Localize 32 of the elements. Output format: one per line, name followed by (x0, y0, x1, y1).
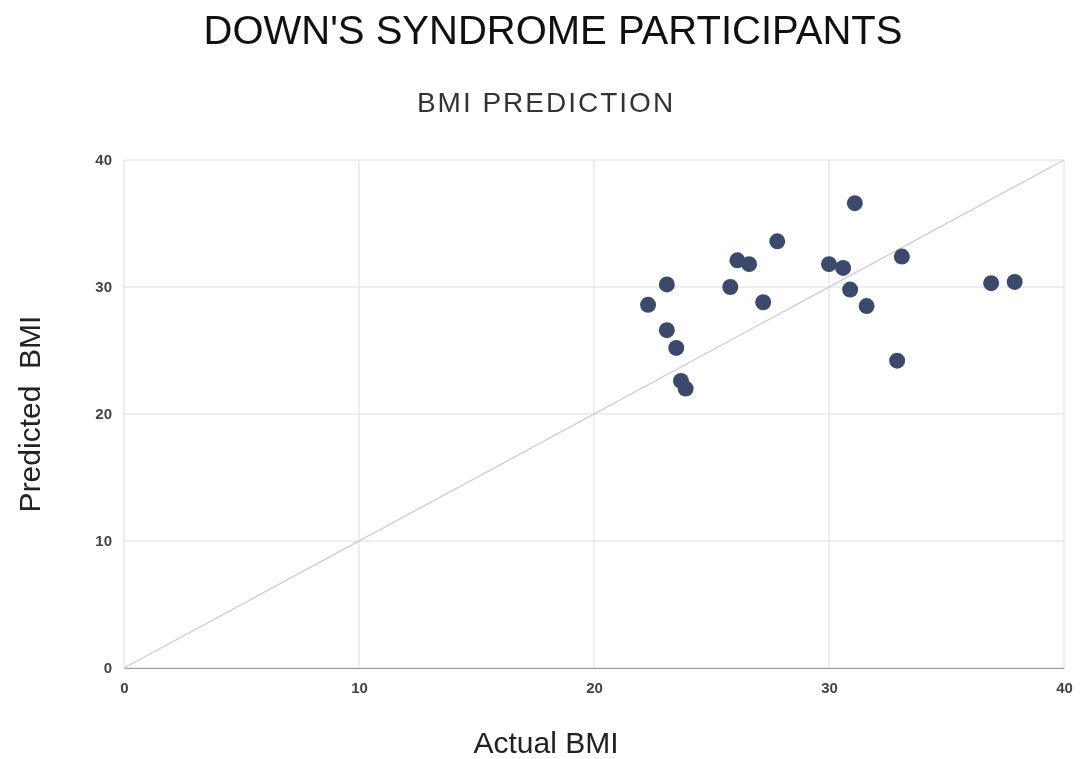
point (658, 322, 675, 339)
point (842, 281, 859, 298)
chart-title: DOWN'S SYNDROME PARTICIPANTS (203, 8, 903, 52)
y-tick-label: 30 (95, 278, 112, 296)
point (755, 294, 772, 311)
point (769, 233, 786, 250)
point (640, 296, 657, 313)
point (821, 256, 837, 273)
y-tick-label: 20 (95, 405, 112, 423)
point (668, 340, 685, 356)
x-tick-label: 0 (120, 678, 129, 696)
x-tick-label: 20 (586, 678, 603, 696)
point (893, 248, 910, 265)
point (658, 276, 675, 293)
y-tick-label: 0 (103, 659, 112, 677)
point (846, 195, 863, 212)
y-axis-title: Predicted BMI (13, 315, 46, 513)
x-tick-label: 40 (1056, 678, 1073, 696)
point (722, 279, 739, 295)
point (741, 256, 758, 273)
point (983, 275, 1000, 292)
x-axis-title: Actual BMI (473, 726, 619, 759)
point (835, 259, 852, 276)
y-tick-label: 10 (95, 532, 112, 550)
point (858, 298, 875, 315)
chart-subtitle: BMI PREDICTION (416, 87, 676, 118)
point (889, 352, 906, 369)
y-tick-label: 40 (95, 151, 112, 169)
x-tick-label: 10 (351, 678, 368, 696)
point (1006, 273, 1023, 290)
point (677, 380, 694, 397)
x-tick-label: 30 (821, 678, 838, 696)
